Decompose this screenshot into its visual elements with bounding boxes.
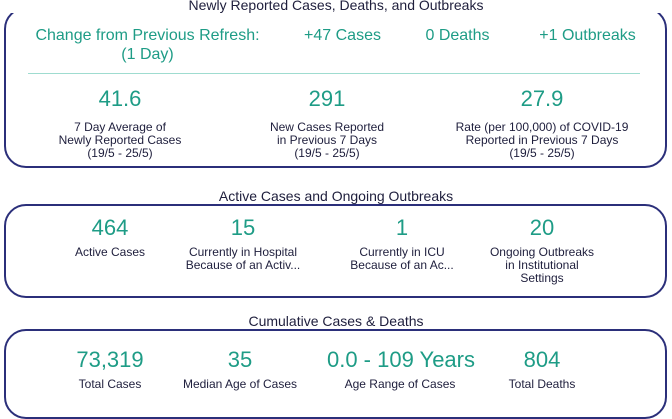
stat-label-in-hospital: Currently in Hospital Because of an Acti… [185, 246, 301, 272]
stat-label-total-cases: Total Cases [78, 377, 142, 391]
deaths-change: 0 Deaths [425, 27, 490, 44]
change-label: Change from Previous Refresh: [35, 27, 260, 44]
stat-label-7day-average: 7 Day Average of Newly Reported Cases (1… [58, 120, 182, 160]
stat-value-7day-average: 41.6 [98, 86, 142, 111]
stat-label-rate-per-100k: Rate (per 100,000) of COVID-19 Reported … [455, 120, 629, 160]
stat-value-age-range: 0.0 - 109 Years [326, 347, 475, 372]
stat-value-rate-per-100k: 27.9 [520, 86, 564, 111]
stat-label-median-age: Median Age of Cases [182, 377, 298, 391]
stat-value-active-cases: 464 [91, 215, 129, 240]
cumulative-title: Cumulative Cases & Deaths [0, 313, 672, 329]
stat-label-total-deaths: Total Deaths [508, 377, 576, 391]
stat-value-in-hospital: 15 [230, 215, 256, 240]
stat-value-total-deaths: 804 [523, 347, 561, 372]
outbreaks-change: +1 Outbreaks [539, 27, 636, 44]
stat-value-ongoing-outbreaks: 20 [529, 215, 555, 240]
stat-label-new-cases-7days: New Cases Reported in Previous 7 Days (1… [269, 120, 385, 160]
stat-label-ongoing-outbreaks: Ongoing Outbreaks in Institutional Setti… [489, 245, 595, 285]
active-cases-panel [4, 204, 667, 298]
section-divider [28, 73, 640, 74]
stat-value-median-age: 35 [227, 347, 253, 372]
cumulative-panel [4, 329, 667, 419]
newly-reported-title: Newly Reported Cases, Deaths, and Outbre… [0, 0, 672, 13]
stat-label-age-range: Age Range of Cases [344, 377, 456, 391]
cases-change: +47 Cases [304, 27, 381, 44]
stat-value-new-cases-7days: 291 [308, 86, 346, 111]
change-period: (1 Day) [121, 46, 174, 63]
stat-value-total-cases: 73,319 [76, 347, 144, 372]
stat-value-in-icu: 1 [395, 215, 409, 240]
stat-label-active-cases: Active Cases [74, 245, 146, 259]
active-cases-title: Active Cases and Ongoing Outbreaks [0, 188, 672, 204]
stat-label-in-icu: Currently in ICU Because of an Ac... [350, 246, 454, 272]
